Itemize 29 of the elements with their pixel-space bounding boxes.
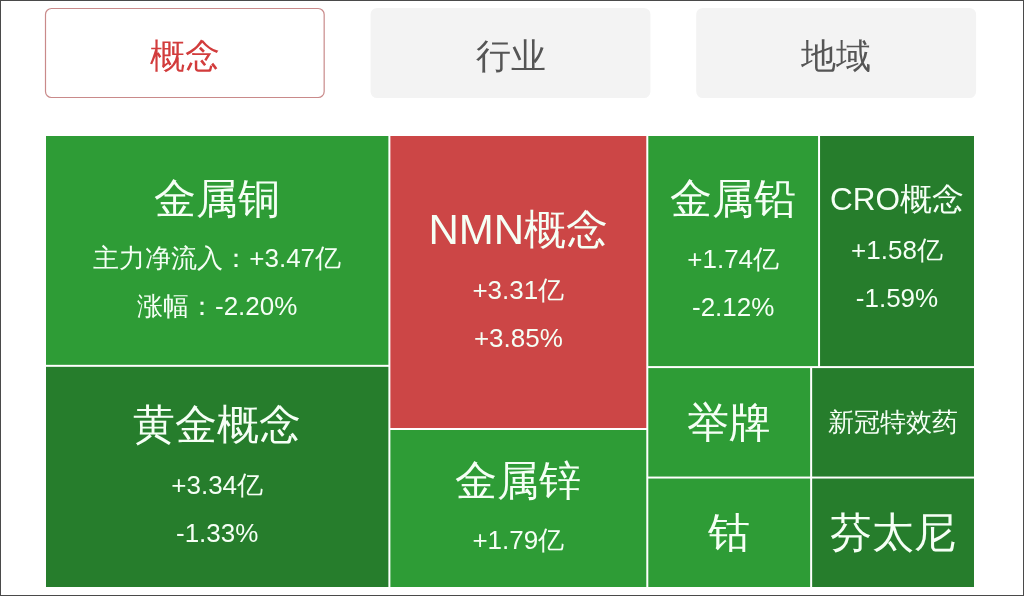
data-label: +3.85%: [473, 322, 563, 353]
data-label: 主力净流入：+3.47亿: [93, 243, 342, 274]
cell: 钴: [648, 478, 811, 587]
cell: 举牌: [648, 368, 811, 477]
cell: 芬太尼: [812, 478, 974, 587]
data-label: +3.31亿: [472, 274, 565, 305]
category-label: 举牌: [687, 398, 772, 446]
category-label: 金属铜: [154, 174, 281, 222]
data-label: 涨幅：-2.20%: [137, 291, 298, 322]
data-label: +1.58亿: [851, 234, 943, 265]
cell: 金属锌 +1.79亿: [390, 430, 647, 587]
data-label: -1.33%: [176, 517, 259, 548]
category-label: 黄金概念: [133, 401, 302, 449]
category-label: 芬太尼: [830, 509, 957, 557]
data-label: +1.74亿: [687, 243, 780, 274]
category-label: 新冠特效药: [828, 408, 959, 437]
data-label: -2.12%: [691, 291, 775, 322]
category-label: 金属锌: [455, 456, 582, 504]
cell: 新冠特效药: [812, 368, 974, 477]
data-label: +3.34亿: [171, 469, 264, 500]
tab: 行业: [370, 7, 651, 99]
category-label: 金属铅: [670, 175, 797, 223]
data-label: -1.59%: [855, 282, 939, 313]
tab: 概念: [44, 7, 325, 99]
category-label: NMN概念: [428, 206, 609, 254]
tab: 地域: [696, 7, 977, 99]
data-label: +1.79亿: [472, 525, 565, 556]
category-label: 钴: [707, 509, 751, 557]
category-label: CRO概念: [830, 180, 965, 217]
